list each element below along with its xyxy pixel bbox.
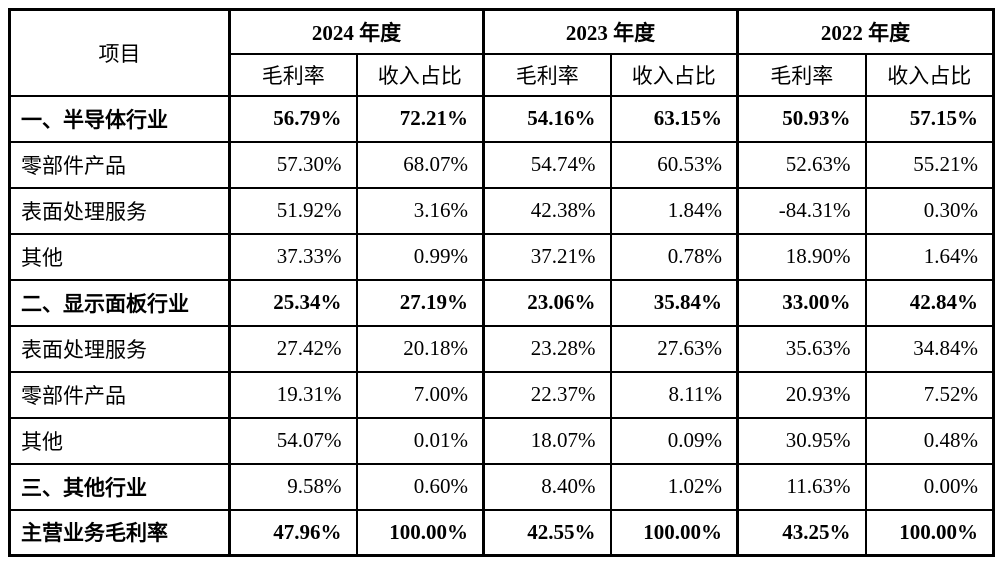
cell-value: 34.84% [864,324,995,373]
cell-value: 68.07% [355,140,485,189]
cell-value: 0.60% [355,462,485,511]
row-label: 其他 [8,232,231,281]
cell-value: 23.06% [482,278,612,327]
header-year-2022: 2022 年度 [736,8,995,55]
row-label: 二、显示面板行业 [8,278,231,327]
cell-value: 8.11% [609,370,739,419]
cell-value: 43.25% [736,508,867,557]
table-row: 其他 54.07% 0.01% 18.07% 0.09% 30.95% 0.48… [8,416,995,465]
cell-value: 54.16% [482,94,612,143]
cell-value: 18.90% [736,232,867,281]
row-label: 零部件产品 [8,370,231,419]
table-row: 零部件产品 57.30% 68.07% 54.74% 60.53% 52.63%… [8,140,995,189]
cell-value: 37.21% [482,232,612,281]
table-header-row-metrics: 毛利率 收入占比 毛利率 收入占比 毛利率 收入占比 [10,52,995,97]
cell-value: 0.99% [355,232,485,281]
cell-value: 54.07% [228,416,358,465]
cell-value: 72.21% [355,94,485,143]
cell-value: 52.63% [736,140,867,189]
cell-value: 100.00% [355,508,485,557]
cell-value: 60.53% [609,140,739,189]
table-row: 主营业务毛利率 47.96% 100.00% 42.55% 100.00% 43… [8,508,995,557]
cell-value: 7.00% [355,370,485,419]
row-label: 其他 [8,416,231,465]
cell-value: 27.63% [609,324,739,373]
cell-value: 9.58% [228,462,358,511]
cell-value: 37.33% [228,232,358,281]
cell-value: 20.18% [355,324,485,373]
table-row: 表面处理服务 51.92% 3.16% 42.38% 1.84% -84.31%… [8,186,995,235]
cell-value: 33.00% [736,278,867,327]
cell-value: 42.55% [482,508,612,557]
row-label: 表面处理服务 [8,186,231,235]
cell-value: 18.07% [482,416,612,465]
cell-value: 1.84% [609,186,739,235]
gross-margin-table: 项目 2024 年度 2023 年度 2022 年度 毛利率 收入占比 毛利率 … [8,8,995,557]
cell-value: 47.96% [228,508,358,557]
header-gross-margin-2023: 毛利率 [482,52,612,97]
cell-value: 25.34% [228,278,358,327]
cell-value: 0.48% [864,416,995,465]
table-row: 一、半导体行业 56.79% 72.21% 54.16% 63.15% 50.9… [8,94,995,143]
cell-value: 8.40% [482,462,612,511]
table-row: 其他 37.33% 0.99% 37.21% 0.78% 18.90% 1.64… [8,232,995,281]
table-header-row-years: 项目 2024 年度 2023 年度 2022 年度 [8,8,995,97]
cell-value: 20.93% [736,370,867,419]
cell-value: 35.84% [609,278,739,327]
row-label: 表面处理服务 [8,324,231,373]
row-label: 零部件产品 [8,140,231,189]
cell-value: 0.78% [609,232,739,281]
row-label: 一、半导体行业 [8,94,231,143]
cell-value: 22.37% [482,370,612,419]
cell-value: 27.19% [355,278,485,327]
cell-value: 50.93% [736,94,867,143]
cell-value: 0.30% [864,186,995,235]
cell-value: 19.31% [228,370,358,419]
cell-value: 55.21% [864,140,995,189]
cell-value: 0.09% [609,416,739,465]
table-row: 二、显示面板行业 25.34% 27.19% 23.06% 35.84% 33.… [8,278,995,327]
cell-value: -84.31% [736,186,867,235]
cell-value: 0.01% [355,416,485,465]
cell-value: 100.00% [609,508,739,557]
cell-value: 42.38% [482,186,612,235]
cell-value: 51.92% [228,186,358,235]
cell-value: 0.00% [864,462,995,511]
table-row: 表面处理服务 27.42% 20.18% 23.28% 27.63% 35.63… [8,324,995,373]
cell-value: 3.16% [355,186,485,235]
row-label: 三、其他行业 [8,462,231,511]
table-row: 三、其他行业 9.58% 0.60% 8.40% 1.02% 11.63% 0.… [8,462,995,511]
cell-value: 27.42% [228,324,358,373]
header-year-2024: 2024 年度 [228,8,485,55]
header-item-column: 项目 [8,8,231,97]
header-revenue-share-2023: 收入占比 [609,52,739,97]
cell-value: 1.02% [609,462,739,511]
cell-value: 57.15% [864,94,995,143]
cell-value: 56.79% [228,94,358,143]
cell-value: 57.30% [228,140,358,189]
cell-value: 7.52% [864,370,995,419]
cell-value: 11.63% [736,462,867,511]
cell-value: 1.64% [864,232,995,281]
header-gross-margin-2024: 毛利率 [228,52,358,97]
header-gross-margin-2022: 毛利率 [736,52,867,97]
header-revenue-share-2024: 收入占比 [355,52,485,97]
cell-value: 42.84% [864,278,995,327]
cell-value: 54.74% [482,140,612,189]
cell-value: 63.15% [609,94,739,143]
cell-value: 30.95% [736,416,867,465]
row-label: 主营业务毛利率 [8,508,231,557]
header-year-2023: 2023 年度 [482,8,739,55]
cell-value: 23.28% [482,324,612,373]
cell-value: 100.00% [864,508,995,557]
cell-value: 35.63% [736,324,867,373]
table-row: 零部件产品 19.31% 7.00% 22.37% 8.11% 20.93% 7… [8,370,995,419]
header-revenue-share-2022: 收入占比 [864,52,995,97]
